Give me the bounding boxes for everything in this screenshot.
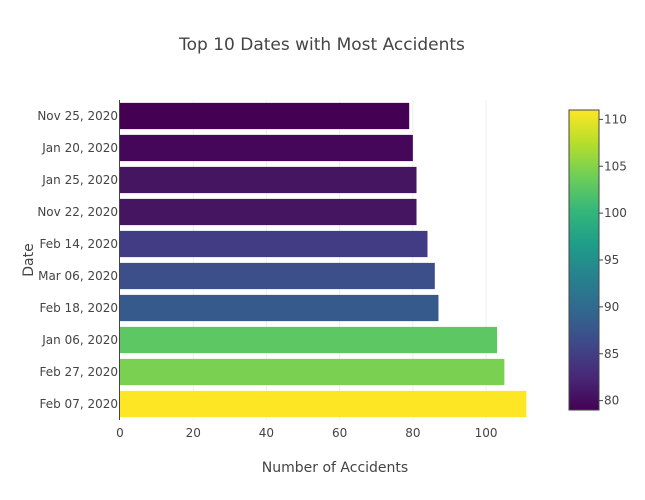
bar [120,230,428,258]
x-tick-labels: 0 20 40 60 80 100 [116,426,497,440]
colorbar-tick-label: 110 [604,112,627,126]
bar [120,134,413,162]
bar [120,102,410,130]
y-axis-title: Date [21,243,37,276]
y-tick-label: Jan 06, 2020 [41,333,118,347]
bar [120,198,417,226]
colorbar: 80 85 90 95 100 105 110 [568,109,627,411]
y-tick-label: Mar 06, 2020 [38,269,118,283]
chart-title: Top 10 Dates with Most Accidents [178,35,465,55]
colorbar-tick-label: 100 [604,206,627,220]
colorbar-scale [568,109,600,411]
bar [120,390,527,418]
y-tick-label: Nov 25, 2020 [37,109,118,123]
y-tick-label: Feb 27, 2020 [40,365,119,379]
y-tick-label: Feb 18, 2020 [40,301,119,315]
bar [120,294,439,322]
x-tick-label: 0 [116,426,124,440]
y-tick-label: Jan 25, 2020 [41,173,118,187]
colorbar-tick-label: 105 [604,159,627,173]
colorbar-tick-label: 90 [604,300,619,314]
bar [120,326,498,354]
bar [120,358,505,386]
y-tick-labels: Nov 25, 2020 Jan 20, 2020 Jan 25, 2020 Nov … [37,109,118,411]
bars [120,102,527,418]
x-tick-label: 100 [475,426,498,440]
colorbar-tick-labels: 80 85 90 95 100 105 110 [599,112,627,408]
x-tick-label: 40 [259,426,274,440]
bar [120,166,417,194]
colorbar-tick-label: 85 [604,347,619,361]
x-tick-label: 20 [186,426,201,440]
y-tick-label: Nov 22, 2020 [37,205,118,219]
x-tick-label: 80 [405,426,420,440]
colorbar-tick-label: 95 [604,253,619,267]
colorbar-tick-label: 80 [604,394,619,408]
y-tick-label: Jan 20, 2020 [41,141,118,155]
bar [120,262,435,290]
x-tick-label: 60 [332,426,347,440]
x-axis-title: Number of Accidents [262,460,408,476]
y-tick-label: Feb 07, 2020 [40,397,119,411]
y-tick-label: Feb 14, 2020 [40,237,119,251]
